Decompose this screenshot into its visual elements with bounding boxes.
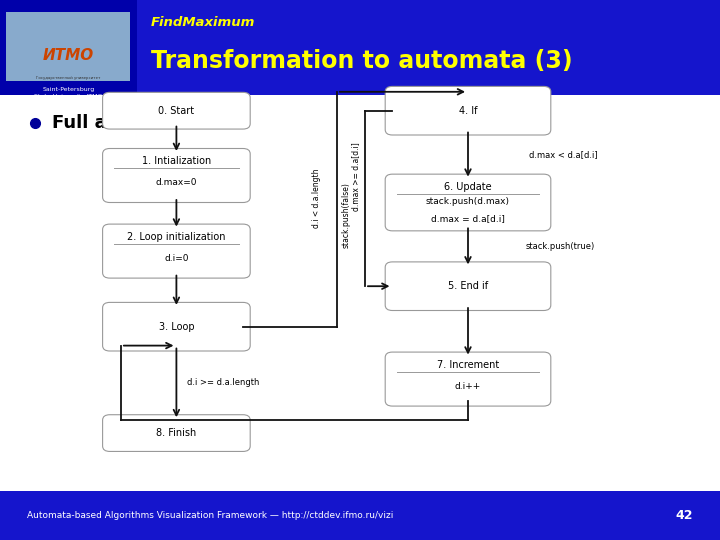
FancyBboxPatch shape — [385, 174, 551, 231]
FancyBboxPatch shape — [6, 12, 130, 81]
Text: stack.push(d.max): stack.push(d.max) — [426, 197, 510, 206]
Text: 42: 42 — [675, 509, 693, 522]
Text: d.i >= d.a.length: d.i >= d.a.length — [187, 379, 260, 387]
Text: d.i < d.a.length: d.i < d.a.length — [312, 168, 321, 228]
Text: 2. Loop initialization: 2. Loop initialization — [127, 232, 225, 241]
Text: ИТМО: ИТМО — [42, 48, 94, 63]
Text: d.max=0: d.max=0 — [156, 178, 197, 187]
Text: FindMaximum: FindMaximum — [151, 16, 256, 29]
Text: 3. Loop: 3. Loop — [158, 322, 194, 332]
FancyBboxPatch shape — [0, 94, 720, 491]
Text: 1. Intialization: 1. Intialization — [142, 156, 211, 166]
FancyBboxPatch shape — [385, 86, 551, 135]
Text: d.i=0: d.i=0 — [164, 254, 189, 262]
FancyBboxPatch shape — [102, 415, 251, 451]
Text: d.max < d.a[d.i]: d.max < d.a[d.i] — [529, 150, 598, 159]
FancyBboxPatch shape — [102, 302, 251, 351]
Text: 5. End if: 5. End if — [448, 281, 488, 291]
FancyBboxPatch shape — [0, 491, 720, 540]
Text: Государственный университет: Государственный университет — [36, 76, 101, 80]
Text: stack.push(false): stack.push(false) — [341, 182, 350, 247]
Text: Saint-Petersburg
State University ITMO: Saint-Petersburg State University ITMO — [34, 87, 103, 99]
Text: d.max >= d.a[d.i]: d.max >= d.a[d.i] — [351, 143, 360, 211]
Text: stack.push(true): stack.push(true) — [526, 242, 595, 251]
Text: Transformation to automata (3): Transformation to automata (3) — [151, 49, 573, 73]
FancyBboxPatch shape — [385, 262, 551, 310]
FancyBboxPatch shape — [0, 0, 137, 94]
FancyBboxPatch shape — [102, 224, 251, 278]
Text: 4. If: 4. If — [459, 106, 477, 116]
FancyBboxPatch shape — [102, 92, 251, 129]
Text: Full automata: Full automata — [52, 113, 192, 132]
Text: 7. Increment: 7. Increment — [437, 360, 499, 369]
Text: 8. Finish: 8. Finish — [156, 428, 197, 438]
FancyBboxPatch shape — [102, 148, 251, 202]
FancyBboxPatch shape — [385, 352, 551, 406]
Text: 6. Update: 6. Update — [444, 182, 492, 192]
Text: d.i++: d.i++ — [455, 382, 481, 390]
Text: 0. Start: 0. Start — [158, 106, 194, 116]
Text: d.max = d.a[d.i]: d.max = d.a[d.i] — [431, 214, 505, 223]
Text: Automata-based Algorithms Visualization Framework — http://ctddev.ifmo.ru/vizi: Automata-based Algorithms Visualization … — [27, 511, 394, 520]
